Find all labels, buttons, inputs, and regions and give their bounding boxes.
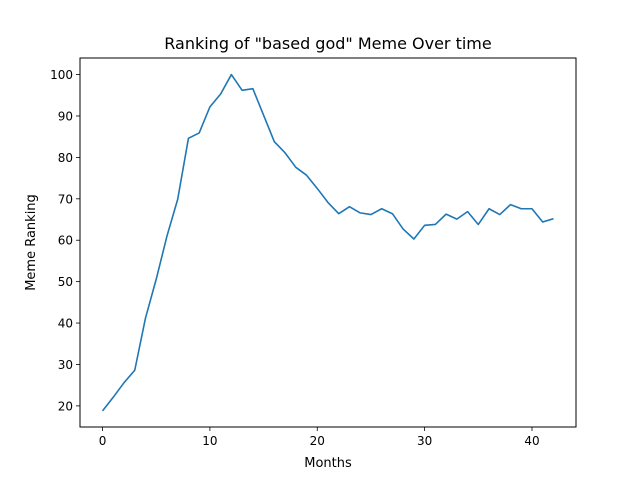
plot-frame: [79, 57, 577, 428]
y-tick-label: 50: [58, 275, 73, 289]
y-tick-label: 90: [58, 109, 73, 123]
y-axis: 20 30 40 50 60 70 80 90 100: [50, 68, 80, 413]
y-tick-label: 20: [58, 399, 73, 413]
y-axis-label: Meme Ranking: [24, 194, 39, 291]
x-axis: 0 10 20 30 40: [99, 427, 540, 448]
x-tick-label: 20: [310, 434, 325, 448]
y-tick-label: 60: [58, 234, 73, 248]
y-tick-label: 40: [58, 317, 73, 331]
x-tick-label: 0: [99, 434, 107, 448]
chart-title: Ranking of "based god" Meme Over time: [164, 34, 491, 53]
x-tick-label: 30: [417, 434, 432, 448]
x-tick-label: 10: [202, 434, 217, 448]
x-tick-label: 40: [524, 434, 539, 448]
series-line-0: [101, 73, 554, 412]
y-tick-label: 100: [50, 68, 73, 82]
y-tick-label: 70: [58, 192, 73, 206]
y-tick-label: 80: [58, 151, 73, 165]
x-axis-label: Months: [304, 456, 352, 471]
y-tick-label: 30: [58, 358, 73, 372]
